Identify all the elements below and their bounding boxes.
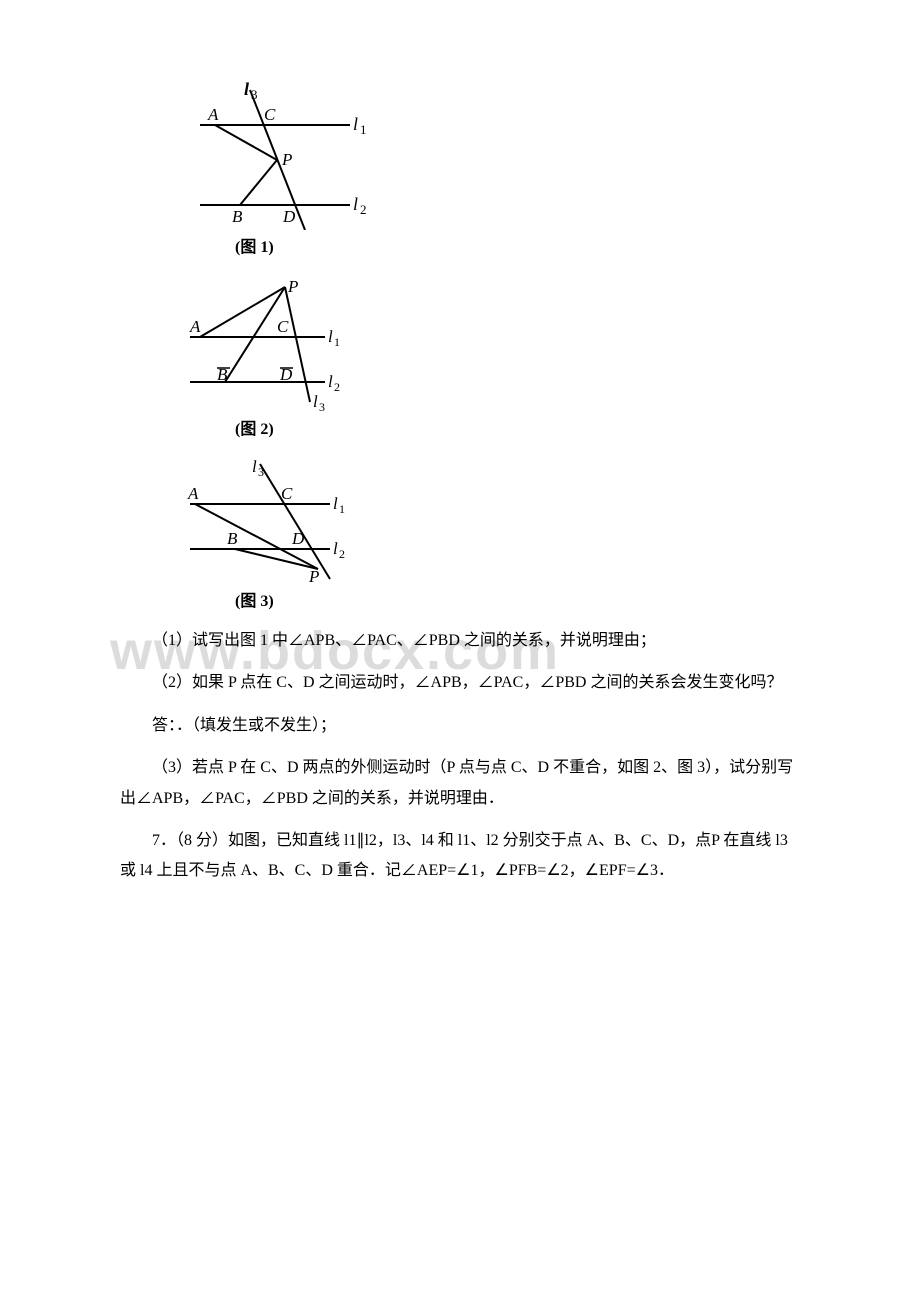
svg-text:l: l: [353, 114, 358, 134]
paragraph-1: （1）试写出图 1 中∠APB、∠PAC、∠PBD 之间的关系，并说明理由；: [120, 626, 800, 656]
paragraph-4: （3）若点 P 在 C、D 两点的外侧运动时（P 点与点 C、D 不重合，如图 …: [120, 753, 800, 814]
svg-text:D: D: [291, 529, 305, 548]
svg-text:l: l: [252, 457, 257, 476]
figure-1-label: (图 1): [235, 233, 800, 257]
svg-text:l: l: [328, 327, 333, 346]
svg-text:2: 2: [339, 547, 345, 561]
svg-text:l: l: [333, 494, 338, 513]
figure-3-block: l 3 A C l 1 B D l 2 P (图 3): [170, 454, 800, 611]
svg-text:l: l: [244, 80, 249, 99]
svg-text:P: P: [287, 277, 298, 296]
paragraph-5: 7．（8 分）如图，已知直线 l1∥l2，l3、l4 和 l1、l2 分别交于点…: [120, 826, 800, 887]
figure-2-label: (图 2): [235, 415, 800, 439]
svg-text:l: l: [328, 372, 333, 391]
paragraph-2: （2）如果 P 点在 C、D 之间运动时，∠APB，∠PAC，∠PBD 之间的关…: [120, 668, 800, 698]
svg-text:1: 1: [360, 122, 367, 137]
svg-text:P: P: [308, 567, 319, 584]
svg-text:D: D: [282, 207, 296, 226]
svg-text:2: 2: [360, 202, 367, 217]
svg-text:B: B: [217, 365, 228, 384]
svg-text:2: 2: [334, 380, 340, 394]
figure-2-svg: P A C l 1 B D l 2 l 3: [170, 272, 350, 412]
svg-text:B: B: [227, 529, 238, 548]
figure-3-label: (图 3): [235, 587, 800, 611]
svg-text:l: l: [313, 392, 318, 411]
svg-text:C: C: [277, 317, 289, 336]
figure-3-svg: l 3 A C l 1 B D l 2 P: [170, 454, 360, 584]
svg-text:C: C: [264, 105, 276, 124]
svg-text:D: D: [279, 365, 293, 384]
svg-text:3: 3: [251, 87, 258, 102]
svg-text:1: 1: [334, 335, 340, 349]
figure-1-block: l 3 l 1 l 2 A C P B D (图 1): [170, 80, 800, 257]
figure-2-block: P A C l 1 B D l 2 l 3 (图 2): [170, 272, 800, 439]
svg-text:l: l: [353, 194, 358, 214]
svg-text:A: A: [187, 484, 199, 503]
content-area: l 3 l 1 l 2 A C P B D (图 1) P: [120, 80, 800, 887]
svg-text:A: A: [189, 317, 201, 336]
figure-1-svg: l 3 l 1 l 2 A C P B D: [170, 80, 370, 230]
svg-text:3: 3: [319, 400, 325, 412]
svg-text:A: A: [207, 105, 219, 124]
svg-text:B: B: [232, 207, 243, 226]
svg-text:P: P: [281, 150, 292, 169]
svg-text:l: l: [333, 539, 338, 558]
paragraph-3: 答：．（填发生或不发生）；: [120, 711, 800, 741]
svg-text:3: 3: [258, 465, 264, 479]
svg-text:1: 1: [339, 502, 345, 516]
svg-text:C: C: [281, 484, 293, 503]
